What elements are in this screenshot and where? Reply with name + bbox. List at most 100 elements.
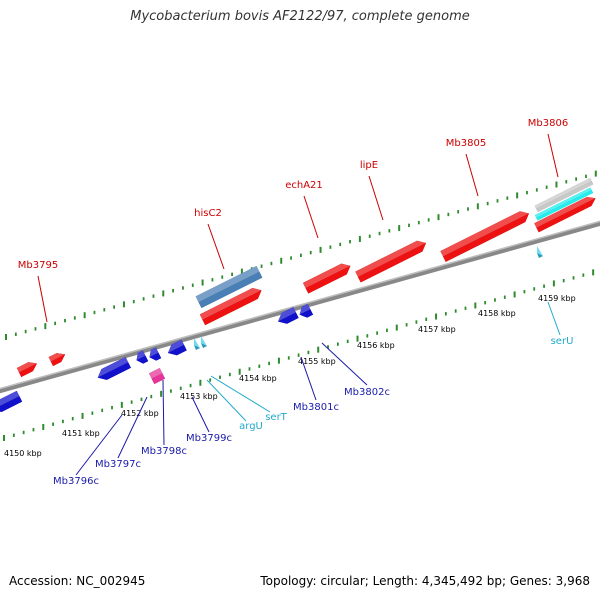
misc-feature-block [148,367,166,385]
forward-cds-top-face [48,353,66,362]
misc-feature-block [534,178,594,212]
forward-cds-bottom-face [443,213,529,262]
reverse-cds-top-face [149,347,159,358]
reverse-cds-bottom-face [149,352,162,361]
gene-label-reverse: Mb3802c [344,387,390,398]
trna-marker-shade [201,343,207,348]
trna-marker-face [537,246,543,256]
gene-label-reverse-leader [162,379,165,446]
reverse-cds [0,390,23,412]
gene-label-reverse-leader [117,396,148,459]
reverse-cds-bottom-face [0,396,23,412]
misc-feature-block-top-face [195,265,260,303]
gene-label-forward: Mb3806 [528,118,568,129]
forward-cds-top-face [199,288,262,320]
gene-label-reverse: Mb3801c [293,402,339,413]
reverse-cds-top-face [97,357,129,378]
forward-cds-top-face [534,196,596,228]
genome-title: Mycobacterium bovis AF2122/97, complete … [130,9,470,24]
misc-feature-block-bottom-face [151,373,166,385]
reverse-cds [136,350,149,364]
forward-cds [16,362,37,377]
forward-cds [199,288,262,326]
gene-label-reverse: Mb3798c [141,446,187,457]
forward-cds-top-face [440,211,529,257]
forward-cds-bottom-face [358,243,426,283]
forward-cds-bottom-face [50,354,66,367]
gene-label-reverse: Mb3797c [95,459,141,470]
misc-feature-block [195,265,263,309]
scale-label: 4154 kbp [239,374,277,383]
gene-label-trna-leader [210,375,271,413]
forward-cds-bottom-face [305,265,351,294]
scale-label: 4150 kbp [4,449,42,458]
gene-label-trna-leader [206,379,247,422]
trna-marker [194,338,200,350]
gene-label-forward: Mb3795 [18,260,58,271]
gene-label-forward: echA21 [285,180,323,191]
gene-label-reverse-leader [75,414,123,476]
gene-label-forward-leader [207,223,225,270]
reverse-cds [278,307,299,324]
gene-label-forward-leader [547,133,559,178]
misc-feature-block-bottom-face [536,181,594,212]
forward-cds [440,211,529,262]
forward-cds-top-face [302,263,351,289]
gene-label-forward-leader [37,275,48,323]
gene-label-forward: Mb3805 [446,138,486,149]
gene-label-forward: hisC2 [194,208,222,219]
gene-label-reverse-leader [321,342,368,386]
trna-marker-shade [194,345,200,350]
gene-label-trna: argU [239,421,263,432]
scale-label: 4153 kbp [180,392,218,401]
trna-marker [537,246,543,258]
forward-cds-top-face [355,240,426,277]
reverse-cds-bottom-face [299,309,314,318]
gene-label-reverse-leader [300,356,317,401]
scale-label: 4151 kbp [62,429,100,438]
forward-cds-bottom-face [19,363,37,377]
misc-feature-block-bottom-face [536,190,594,221]
reverse-cds-top-face [167,339,185,354]
reverse-cds [299,303,314,318]
forward-cds [355,240,426,283]
gene-label-forward-leader [303,195,319,239]
gene-label-forward: lipE [360,160,378,171]
misc-feature-block [534,187,594,221]
misc-feature-block-top-face [148,367,163,379]
gene-label-forward-leader [368,175,384,221]
forward-cds [534,196,596,233]
forward-cds [48,353,66,367]
scale-label: 4152 kbp [121,409,159,418]
scale-label: 4157 kbp [418,325,456,334]
scale-label: 4158 kbp [478,309,516,318]
gene-label-reverse: Mb3799c [186,433,232,444]
trna-marker-face [201,336,207,346]
scale-label: 4156 kbp [357,341,395,350]
trna-marker-face [194,338,200,348]
reverse-cds-top-face [0,390,20,410]
genome-summary-text: Topology: circular; Length: 4,345,492 bp… [260,574,590,588]
reverse-cds-top-face [136,350,146,361]
gene-label-forward-leader [465,153,479,197]
gene-label-trna-leader [547,301,561,336]
reverse-cds-bottom-face [136,355,149,364]
reverse-cds-bottom-face [97,362,131,380]
trna-marker [201,336,207,348]
forward-cds-bottom-face [536,198,596,233]
gene-label-trna: serU [551,336,574,347]
accession-text: Accession: NC_002945 [9,574,146,588]
reverse-cds [97,357,131,380]
reverse-cds-bottom-face [278,312,299,324]
forward-cds-top-face [16,362,37,373]
backbone-highlight [0,220,600,390]
trna-marker-shade [537,253,543,258]
gene-label-reverse: Mb3796c [53,476,99,487]
reverse-cds-top-face [278,307,296,322]
backbone-line [0,220,600,394]
misc-feature-block-top-face [534,178,592,209]
scale-label: 4155 kbp [298,357,336,366]
scale-label: 4159 kbp [538,294,576,303]
